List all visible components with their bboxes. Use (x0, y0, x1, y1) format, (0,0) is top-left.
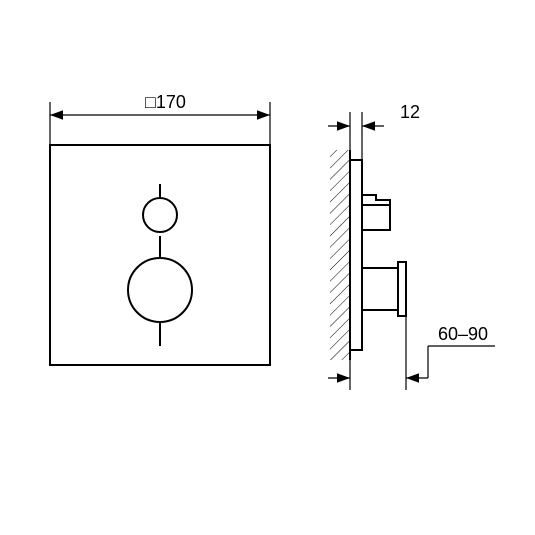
side-view: 12 60–90 (328, 102, 495, 390)
dim-depth-range-label: 60–90 (438, 324, 488, 344)
large-knob-side (362, 262, 406, 316)
front-view: □170 (50, 92, 270, 365)
technical-drawing: □170 12 (0, 0, 535, 535)
dim-depth-range: 60–90 (328, 316, 495, 390)
dim-plate-depth-label: 12 (400, 102, 420, 122)
large-knob-front (128, 236, 192, 346)
wall-hatch (330, 150, 350, 360)
dim-width-label: □170 (145, 92, 186, 112)
dim-width: □170 (50, 92, 270, 145)
side-plate (350, 160, 362, 350)
small-knob-side (362, 195, 390, 230)
small-knob-front (143, 184, 177, 232)
